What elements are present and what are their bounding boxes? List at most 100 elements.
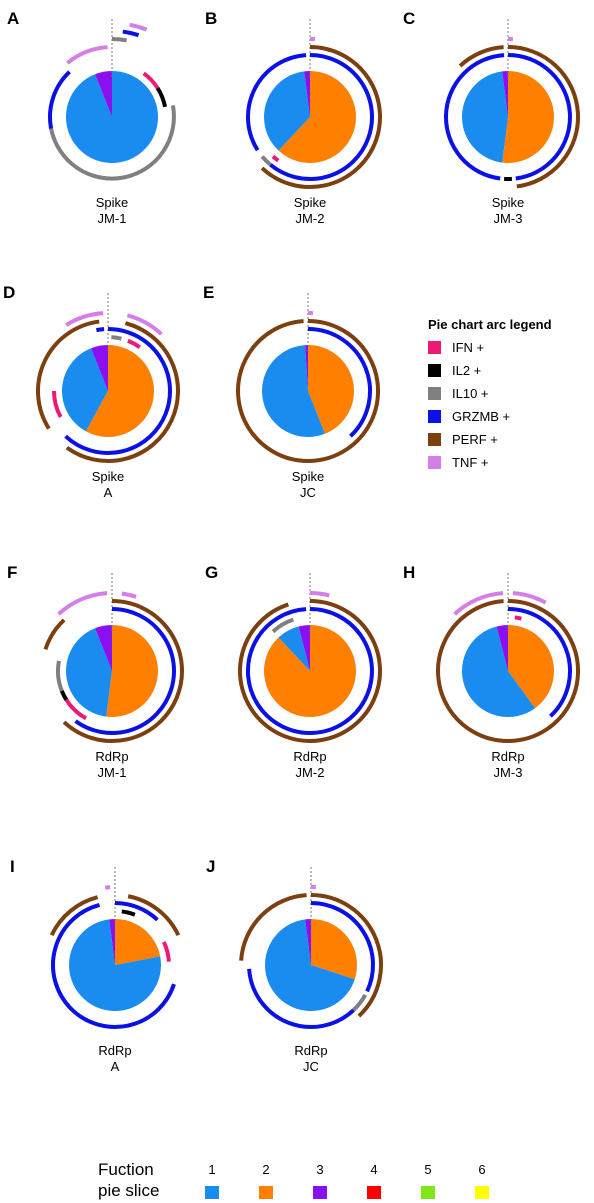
arc-ifn [162,941,171,962]
pie-slice-function-2 [502,71,554,163]
function-swatch [259,1186,273,1199]
arc-legend-item-perf: PERF + [428,432,498,447]
pie-slice-function-1 [261,345,325,437]
arc-ifn [142,71,160,90]
pie-slice-function-3 [298,625,310,671]
pie-caption-antigen: Spike [292,469,325,484]
arc-perf [458,45,504,68]
pie-slice-function-2 [264,625,357,717]
pie-slice-function-2 [308,345,354,434]
arc-perf [238,599,382,743]
pie-slice-function-1 [461,71,508,163]
pie-caption-antigen: RdRp [294,1043,327,1058]
function-number: 6 [478,1162,485,1177]
pie-slice-function-2 [508,625,554,709]
legend-label: GRZMB + [452,409,510,424]
pie-slice-function-3 [95,71,112,117]
function-number: 1 [208,1162,215,1177]
pie-slice-function-1 [265,919,355,1011]
arc-ifn [52,390,63,418]
function-swatch [475,1186,489,1199]
pie-slice-function-2 [85,345,155,437]
panel-letter: G [205,563,218,582]
arc-grzmb [507,53,572,181]
pie-caption-antigen: Spike [294,195,327,210]
arc-perf [507,45,581,189]
pie-caption-donor: JM-3 [494,211,523,226]
arc-tnf [309,591,330,598]
arc-tnf [57,591,108,616]
arc-perf [43,618,66,651]
arc-perf [65,321,180,463]
arc-il10 [111,36,127,43]
function-legend-subtitle: pie slice [98,1181,159,1200]
pie-caption-antigen: RdRp [98,1043,131,1058]
function-legend-item-5: 5 [421,1162,435,1199]
pie-slice-function-3 [496,625,508,671]
arc-grzmb [245,607,374,735]
arc-legend-item-tnf: TNF + [428,455,488,470]
arc-legend: Pie chart arc legend IFN + IL2 + IL10 + GRZ… [428,317,552,470]
pie-caption-donor: JM-2 [296,765,325,780]
function-legend-item-2: 2 [259,1162,273,1199]
pie-slice-function-1 [65,628,112,717]
function-legend-item-3: 3 [313,1162,327,1199]
arc-grzmb [48,70,71,129]
pie-caption-antigen: RdRp [95,749,128,764]
arc-grzmb [74,607,176,735]
arc-legend-item-ifn: IFN + [428,340,484,355]
pie-caption-donor: A [111,1059,120,1074]
function-swatch [313,1186,327,1199]
arc-grzmb [96,327,105,333]
legend-label: IL10 + [452,386,489,401]
pie-slice-function-3 [95,625,112,671]
panel-letter: H [403,563,415,582]
legend-swatch [428,387,441,400]
pie-slice-function-3 [305,345,308,391]
arc-il2 [155,86,168,108]
arc-perf [310,893,383,1018]
arc-il2 [59,690,69,702]
arc-il10 [260,155,272,167]
arc-tnf [65,311,104,327]
pie-slice-function-2 [106,625,158,717]
arc-grzmb [269,53,374,181]
function-number: 3 [316,1162,323,1177]
arc-il10 [352,993,368,1012]
arc-il10 [271,617,295,634]
function-swatch [205,1186,219,1199]
arc-ifn [514,615,522,621]
arc-grzmb [114,901,159,922]
arc-ifn [127,338,141,349]
pie-slice-function-2 [278,70,357,163]
arc-legend-item-il2: IL2 + [428,363,481,378]
pie-slice-function-3 [502,70,508,117]
arc-grzmb [122,29,140,38]
arc-tnf [512,591,547,605]
chart-panels: ASpikeJM-1BSpikeJM-2CSpikeJM-3DSpikeAESp… [3,9,581,1074]
pie-caption-antigen: Spike [92,469,125,484]
arc-il10 [49,105,176,181]
pie-caption-antigen: RdRp [491,749,524,764]
function-legend-title: Fuction [98,1160,154,1179]
arc-tnf [129,22,148,32]
function-number: 4 [370,1162,377,1177]
legend-label: IL2 + [452,363,481,378]
arc-grzmb [246,53,307,152]
pie-caption-donor: JC [303,1059,319,1074]
function-legend-item-6: 6 [475,1162,489,1199]
arc-perf [436,599,581,743]
arc-il10 [56,660,64,692]
pie-slice-function-1 [69,919,162,1011]
arc-legend-item-il10: IL10 + [428,386,489,401]
pie-slice-function-3 [109,919,115,965]
legend-swatch [428,410,441,423]
panel-letter: C [403,9,415,28]
arc-grzmb [51,903,176,1029]
panel-letter: D [3,283,15,302]
